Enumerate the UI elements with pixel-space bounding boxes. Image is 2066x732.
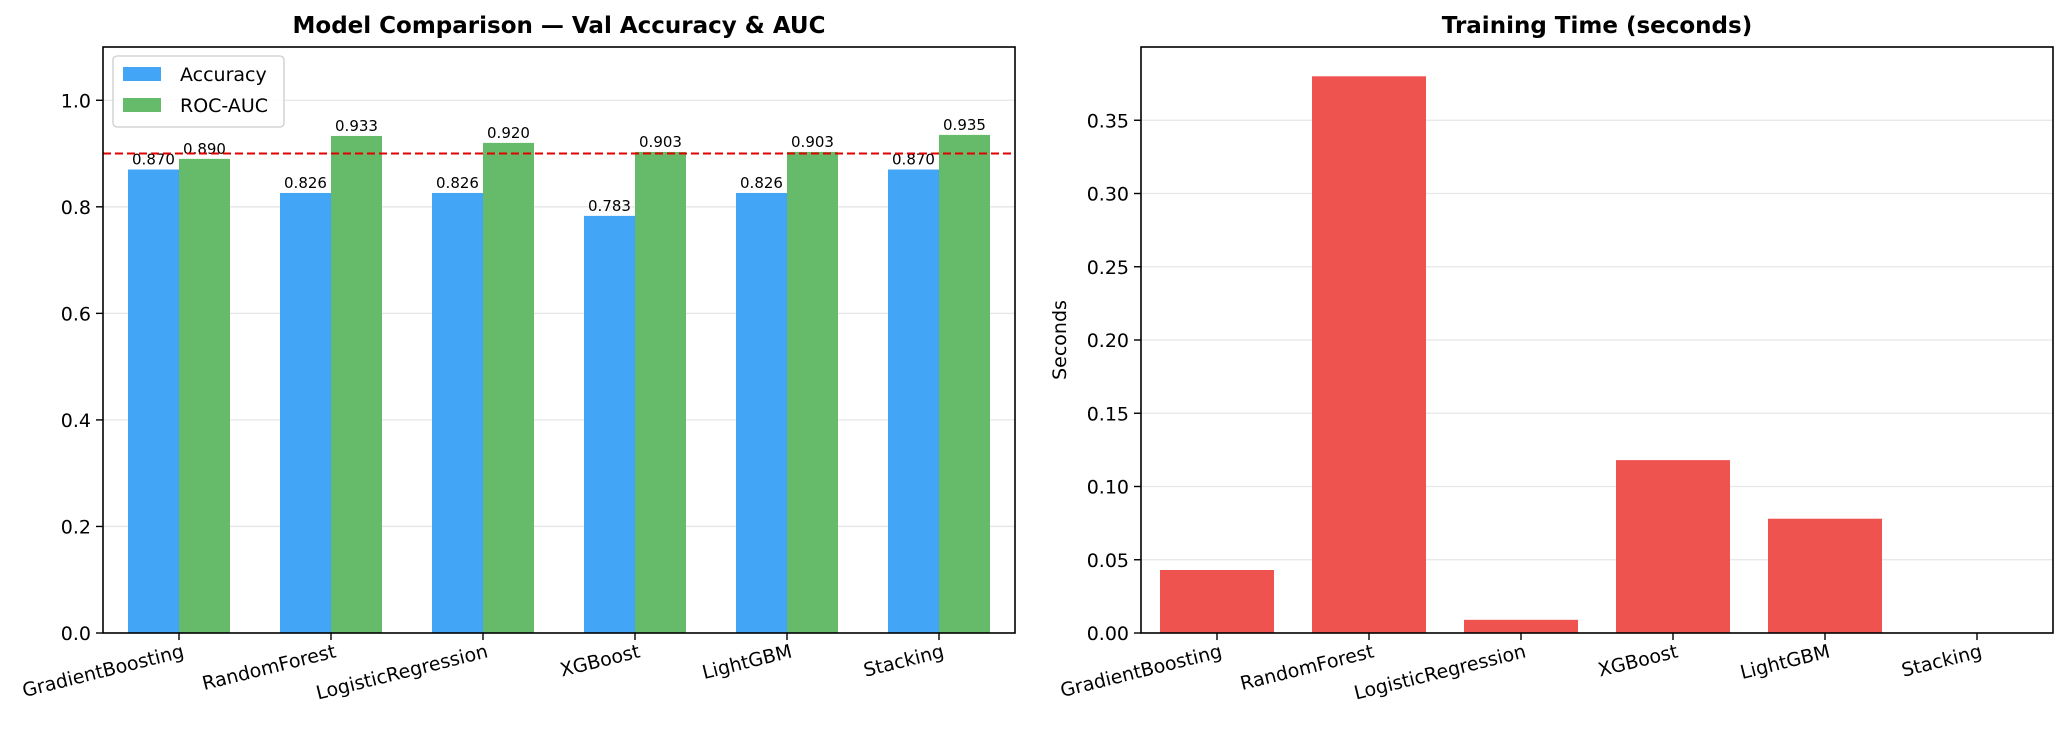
value-label: 0.933 — [335, 117, 378, 135]
value-label: 0.920 — [487, 124, 530, 142]
x-tick-label: LightGBM — [1738, 641, 1832, 685]
y-tick-label: 0.15 — [1087, 403, 1129, 425]
x-tick-label: LogisticRegression — [314, 641, 490, 705]
bar-roc-auc-randomforest — [331, 135, 382, 633]
y-tick-label: 1.0 — [61, 90, 91, 112]
bar-accuracy-gradientboosting — [128, 169, 179, 633]
value-label: 0.935 — [943, 116, 986, 134]
bar-roc-auc-lightgbm — [787, 151, 838, 633]
bar-accuracy-xgboost — [584, 215, 635, 633]
bar-lightgbm — [1768, 518, 1882, 633]
x-tick-label: LightGBM — [700, 641, 794, 685]
x-tick-label: Stacking — [861, 641, 946, 682]
y-tick-label: 0.0 — [61, 623, 91, 645]
legend-swatch — [123, 67, 161, 81]
chart-panel-2: 0.00 0.05 0.10 0.15 0.20 0.25 0.30 0.35 Gradient… — [1049, 13, 2054, 705]
value-label: 0.783 — [588, 197, 631, 215]
x-tick-label: LogisticRegression — [1352, 641, 1528, 705]
y-axis-label: Seconds — [1049, 300, 1071, 380]
y-tick-label: 0.35 — [1087, 110, 1129, 132]
y-tick-label: 0.8 — [61, 197, 91, 219]
bar-accuracy-lightgbm — [736, 192, 787, 633]
chart-title: Model Comparison — Val Accuracy & AUC — [293, 13, 826, 39]
bar-gradientboosting — [1160, 570, 1274, 633]
bar-xgboost — [1616, 460, 1730, 633]
bar-logisticregression — [1464, 619, 1578, 633]
value-label: 0.826 — [740, 174, 783, 192]
y-tick-label: 0.20 — [1087, 330, 1129, 352]
y-tick-label: 0.25 — [1087, 257, 1129, 279]
x-tick-label: XGBoost — [1596, 641, 1680, 682]
legend-label: Accuracy — [180, 64, 267, 86]
bar-accuracy-logisticregression — [432, 192, 483, 633]
y-tick-label: 0.00 — [1087, 623, 1129, 645]
legend-label: ROC-AUC — [180, 95, 268, 117]
x-tick-label: GradientBoosting — [1058, 641, 1224, 702]
value-label: 0.903 — [791, 133, 834, 151]
value-label: 0.826 — [436, 174, 479, 192]
bar-roc-auc-logisticregression — [483, 142, 534, 633]
legend-swatch — [123, 98, 161, 112]
bar-accuracy-randomforest — [280, 192, 331, 633]
y-tick-label: 0.05 — [1087, 550, 1129, 572]
bar-accuracy-stacking — [888, 169, 939, 633]
value-label: 0.870 — [132, 151, 175, 169]
bar-roc-auc-gradientboosting — [179, 158, 230, 633]
bar-roc-auc-xgboost — [635, 151, 686, 633]
y-tick-label: 0.4 — [61, 410, 91, 432]
bar-roc-auc-stacking — [939, 134, 990, 633]
y-tick-label: 0.10 — [1087, 477, 1129, 499]
value-label: 0.903 — [639, 133, 682, 151]
chart-title: Training Time (seconds) — [1442, 13, 1752, 39]
value-label: 0.890 — [183, 140, 226, 158]
x-tick-label: XGBoost — [558, 641, 642, 682]
chart-panel-1: 0.870 0.826 0.826 0.783 0.826 0.870 0.890 0.933… — [20, 13, 1016, 705]
bar-randomforest — [1312, 76, 1426, 634]
x-tick-label: Stacking — [1899, 641, 1984, 682]
legend: Accuracy ROC-AUC — [112, 55, 285, 128]
y-tick-label: 0.2 — [61, 516, 91, 538]
axes-frame — [102, 46, 1016, 634]
y-tick-label: 0.30 — [1087, 184, 1129, 206]
value-label: 0.826 — [284, 174, 327, 192]
value-label: 0.870 — [892, 151, 935, 169]
y-tick-label: 0.6 — [61, 303, 91, 325]
x-tick-label: GradientBoosting — [20, 641, 186, 702]
